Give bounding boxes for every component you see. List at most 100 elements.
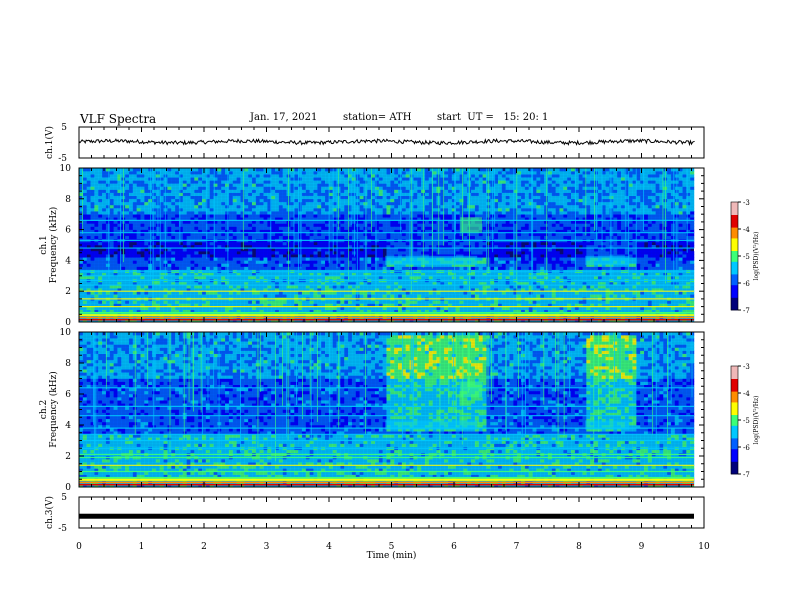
spectrogram-cell: [232, 192, 237, 197]
spectrogram-cell: [102, 171, 107, 175]
spectrogram-cell: [113, 201, 118, 206]
spectrogram-cell: [109, 294, 114, 298]
spectrogram-cell: [213, 214, 218, 218]
spectrogram-cell: [171, 303, 176, 307]
spectrogram-cell: [236, 266, 241, 270]
spectrogram-cell: [198, 303, 203, 307]
spectrogram-cell: [79, 198, 84, 203]
spectrogram-cell: [378, 257, 383, 261]
spectrogram-cell: [424, 189, 430, 193]
spectrogram-cell: [278, 201, 284, 206]
spectrogram-cell: [182, 232, 187, 237]
spectrogram-cell: [186, 168, 191, 172]
spectrogram-cell: [90, 177, 95, 181]
spectrogram-cell: [248, 229, 253, 233]
spectrogram-cell: [171, 275, 176, 280]
spectrogram-cell: [178, 245, 184, 249]
spectrogram-cell: [159, 220, 164, 224]
spectrogram-cell: [355, 241, 360, 246]
spectrogram-cell: [309, 266, 314, 270]
spectrogram-cell: [232, 204, 237, 209]
spectrogram-cell: [79, 254, 84, 258]
spectrogram-cell: [244, 294, 249, 298]
spectrogram-cell: [405, 174, 410, 178]
spectrogram-cell: [459, 294, 464, 298]
spectrogram-cell: [382, 208, 387, 212]
spectrogram-cell: [198, 189, 203, 193]
spectrogram-cell: [367, 198, 372, 203]
spectrogram-cell: [86, 248, 91, 252]
spectrogram-cell: [301, 226, 307, 230]
spectrogram-cell: [401, 171, 407, 175]
spectrogram-cell: [198, 208, 203, 212]
spectrogram-cell: [275, 281, 280, 286]
spectrogram-cell: [194, 180, 199, 184]
spectrogram-cell: [198, 272, 203, 277]
spectrogram-cell: [152, 195, 157, 200]
spectrogram-cell: [186, 281, 191, 286]
spectrogram-cell: [167, 275, 172, 280]
spectrogram-cell: [244, 241, 249, 246]
spectrogram-cell: [275, 229, 280, 233]
spectrogram-cell: [209, 275, 214, 280]
spectrogram-cell: [144, 263, 149, 267]
spectrogram-cell: [278, 214, 284, 218]
spectrogram-cell: [178, 177, 184, 181]
spectrogram-cell: [225, 229, 230, 233]
spectrogram-cell: [417, 171, 422, 175]
spectrogram-cell: [448, 168, 453, 172]
spectrogram-cell: [275, 235, 280, 240]
spectrogram-cell: [221, 306, 226, 310]
spectrogram-cell: [313, 208, 318, 212]
spectrogram-cell: [221, 235, 226, 240]
spectrogram-cell: [109, 189, 114, 193]
spectrogram-cell: [313, 266, 318, 270]
spectrogram-cell: [152, 174, 157, 178]
spectrogram-cell: [321, 204, 326, 209]
spectrogram-cell: [275, 198, 280, 203]
spectrogram-cell: [263, 174, 268, 178]
spectrogram-cell: [390, 241, 395, 246]
spectrogram-cell: [205, 211, 210, 215]
spectrogram-cell: [225, 300, 230, 304]
spectrogram-cell: [209, 171, 214, 175]
spectrogram-cell: [255, 291, 260, 295]
spectrogram-cell: [244, 303, 249, 307]
spectrogram-cell: [98, 174, 103, 178]
spectrogram-cell: [225, 223, 230, 227]
spectrogram-cell: [455, 177, 460, 181]
spectrogram-cell: [255, 220, 260, 224]
spectrogram-cell: [228, 232, 234, 237]
spectrogram-cell: [390, 183, 395, 187]
spectrogram-cell: [186, 198, 191, 203]
spectrogram-cell: [228, 309, 234, 314]
spectrogram-cell: [105, 171, 111, 175]
spectrogram-cell: [417, 177, 422, 181]
spectrogram-cell: [394, 180, 399, 184]
spectrogram-cell: [136, 223, 141, 227]
spectrogram-cell: [144, 186, 149, 190]
spectrogram-cell: [82, 223, 87, 227]
spectrogram-cell: [221, 229, 226, 233]
spectrogram-cell: [278, 291, 284, 295]
spectrogram-cell: [232, 263, 237, 267]
spectrogram-cell: [321, 254, 326, 258]
spectrogram-cell: [432, 192, 437, 197]
spectrogram-cell: [294, 260, 299, 264]
spectrogram-cell: [113, 263, 118, 267]
spectrogram-cell: [325, 266, 330, 270]
spectrogram-cell: [359, 257, 364, 261]
spectrogram-cell: [259, 254, 264, 258]
spectrogram-cell: [175, 174, 180, 178]
spectrogram-cell: [236, 260, 241, 264]
spectrogram-cell: [275, 300, 280, 304]
spectrogram-cell: [340, 192, 345, 197]
spectrogram-cell: [413, 183, 418, 187]
spectrogram-cell: [113, 217, 118, 221]
spectrogram-cell: [190, 288, 195, 292]
spectrogram-cell: [175, 208, 180, 212]
spectrogram-cell: [282, 245, 287, 249]
spectrogram-cell: [317, 263, 322, 267]
spectrogram-cell: [148, 235, 153, 240]
